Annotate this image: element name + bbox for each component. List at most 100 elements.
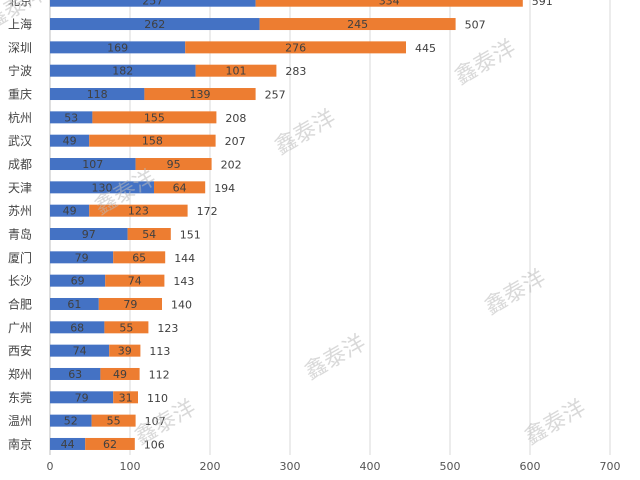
data-label: 79 bbox=[75, 251, 89, 264]
x-tick-label: 200 bbox=[200, 460, 221, 473]
data-label: 54 bbox=[142, 228, 156, 241]
bar-segment-2 bbox=[100, 367, 140, 380]
data-label: 95 bbox=[167, 158, 181, 171]
x-tick-label: 100 bbox=[120, 460, 141, 473]
data-label: 79 bbox=[123, 298, 137, 311]
watermark: 鑫泰洋 bbox=[301, 331, 371, 386]
data-label: 55 bbox=[107, 415, 121, 428]
total-label: 208 bbox=[225, 112, 246, 125]
data-label: 63 bbox=[68, 368, 82, 381]
data-label: 53 bbox=[64, 111, 78, 124]
watermark: 鑫泰洋 bbox=[521, 396, 591, 451]
data-label: 68 bbox=[70, 321, 84, 334]
data-label: 101 bbox=[226, 65, 247, 78]
data-label: 276 bbox=[285, 41, 306, 54]
bar-segment-1 bbox=[50, 321, 105, 334]
bar-segment-2 bbox=[255, 0, 523, 7]
bar-segment-1 bbox=[50, 367, 101, 380]
bar-segment-1 bbox=[50, 228, 128, 240]
data-label: 49 bbox=[63, 205, 77, 218]
bar-segment-1 bbox=[50, 274, 106, 287]
category-label: 厦门 bbox=[8, 250, 32, 265]
bar-segment-1 bbox=[50, 204, 90, 217]
total-label: 106 bbox=[144, 438, 165, 451]
data-label: 61 bbox=[67, 298, 81, 311]
bar-segment-2 bbox=[92, 111, 217, 124]
data-label: 155 bbox=[144, 111, 165, 124]
data-label: 107 bbox=[82, 158, 103, 171]
category-label: 上海 bbox=[8, 17, 32, 32]
category-label: 东莞 bbox=[8, 391, 32, 405]
data-label: 79 bbox=[75, 391, 89, 404]
category-label: 郑州 bbox=[8, 366, 32, 381]
bar-segment-1 bbox=[50, 181, 154, 194]
total-label: 113 bbox=[149, 345, 170, 358]
bar-segment-2 bbox=[91, 414, 136, 427]
total-label: 591 bbox=[532, 0, 553, 8]
bar-segment-2 bbox=[85, 437, 135, 450]
total-label: 151 bbox=[180, 229, 201, 242]
bar-segment-2 bbox=[135, 158, 212, 171]
data-label: 65 bbox=[132, 251, 146, 264]
bar-segment-2 bbox=[144, 88, 256, 101]
data-label: 31 bbox=[119, 391, 133, 404]
bar-segment-2 bbox=[259, 18, 456, 31]
bar-segment-1 bbox=[50, 344, 110, 357]
data-label: 97 bbox=[82, 228, 96, 241]
bar-segment-1 bbox=[50, 414, 92, 427]
bar-segment-1 bbox=[50, 158, 136, 171]
data-label: 74 bbox=[128, 275, 142, 288]
bar-segment-1 bbox=[50, 18, 260, 31]
category-label: 北京 bbox=[8, 0, 32, 8]
watermark: 鑫泰洋 bbox=[451, 36, 521, 91]
total-label: 445 bbox=[415, 42, 436, 55]
bar-segment-2 bbox=[113, 391, 138, 404]
x-tick-label: 500 bbox=[440, 460, 461, 473]
bar-segment-1 bbox=[50, 437, 86, 450]
category-label: 天津 bbox=[8, 181, 32, 195]
bar-segment-1 bbox=[50, 251, 114, 264]
total-label: 507 bbox=[465, 19, 486, 32]
data-label: 262 bbox=[144, 18, 165, 31]
data-label: 49 bbox=[113, 368, 127, 381]
category-label: 温州 bbox=[8, 414, 32, 428]
data-label: 69 bbox=[71, 275, 85, 288]
total-label: 283 bbox=[285, 65, 306, 78]
data-label: 64 bbox=[173, 181, 187, 194]
watermark: 鑫泰洋 bbox=[481, 266, 551, 321]
bar-segment-2 bbox=[127, 228, 171, 240]
x-tick-label: 300 bbox=[280, 460, 301, 473]
bar-segment-2 bbox=[89, 134, 216, 147]
data-label: 334 bbox=[379, 0, 400, 8]
bar-segment-2 bbox=[98, 297, 162, 310]
data-label: 118 bbox=[87, 88, 108, 101]
x-tick-label: 700 bbox=[600, 460, 621, 473]
category-label: 西安 bbox=[8, 343, 32, 358]
bar-segment-2 bbox=[185, 41, 406, 54]
data-label: 158 bbox=[142, 135, 163, 148]
total-label: 207 bbox=[225, 135, 246, 148]
bar-segment-1 bbox=[50, 41, 186, 54]
x-tick-label: 400 bbox=[360, 460, 381, 473]
category-label: 深圳 bbox=[8, 41, 32, 55]
category-label: 杭州 bbox=[8, 110, 32, 125]
bar-segment-2 bbox=[104, 321, 149, 334]
data-label: 39 bbox=[118, 345, 132, 358]
bar-segment-1 bbox=[50, 0, 256, 7]
bar-segment-1 bbox=[50, 297, 99, 310]
total-label: 123 bbox=[157, 322, 178, 335]
total-label: 257 bbox=[265, 89, 286, 102]
bar-segment-1 bbox=[50, 111, 93, 124]
category-label: 成都 bbox=[8, 158, 32, 172]
total-label: 107 bbox=[145, 415, 166, 428]
total-label: 172 bbox=[197, 205, 218, 218]
total-label: 140 bbox=[171, 298, 192, 311]
data-label: 44 bbox=[61, 438, 75, 451]
watermark: 鑫泰洋 bbox=[271, 106, 341, 161]
category-label: 苏州 bbox=[8, 204, 32, 218]
bar-segment-1 bbox=[50, 88, 145, 101]
data-label: 139 bbox=[190, 88, 211, 101]
bar-segment-2 bbox=[113, 251, 166, 264]
x-tick-label: 0 bbox=[47, 460, 54, 473]
